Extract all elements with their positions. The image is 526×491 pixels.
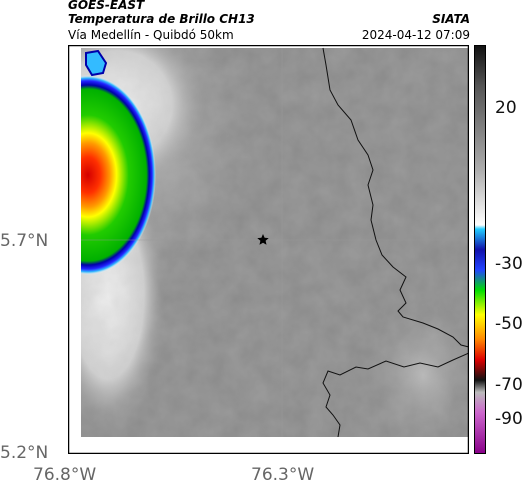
timestamp: 2024-04-12 07:09 xyxy=(361,28,470,42)
latitude-label: 5.2°N xyxy=(0,443,49,463)
colorbar-tick-label: -30 xyxy=(495,254,523,274)
star-icon xyxy=(257,234,269,245)
colorbar-tick-label: -90 xyxy=(495,409,523,429)
longitude-label: 76.3°W xyxy=(251,465,315,485)
map-panel xyxy=(68,45,469,454)
satellite-image xyxy=(81,48,469,437)
colorbar-tick-label: 20 xyxy=(495,98,517,118)
longitude-label: 76.8°W xyxy=(33,465,97,485)
department-boundary xyxy=(322,47,469,348)
graticule xyxy=(81,48,469,437)
satellite-source: GOES-EAST xyxy=(68,0,145,12)
storm-cell xyxy=(81,75,156,275)
colorbar-tick-label: -50 xyxy=(495,314,523,334)
product-title: Temperatura de Brillo CH13 xyxy=(68,12,255,26)
department-boundary-south xyxy=(322,352,469,454)
colorbar xyxy=(474,45,486,454)
route-subtitle: Vía Medellín - Quibdó 50km xyxy=(68,28,234,42)
colorbar-tick-label: -70 xyxy=(495,375,523,395)
latitude-label: 5.7°N xyxy=(0,231,49,251)
cloud-top-patch-icon xyxy=(85,49,108,77)
organization-label: SIATA xyxy=(432,12,470,26)
